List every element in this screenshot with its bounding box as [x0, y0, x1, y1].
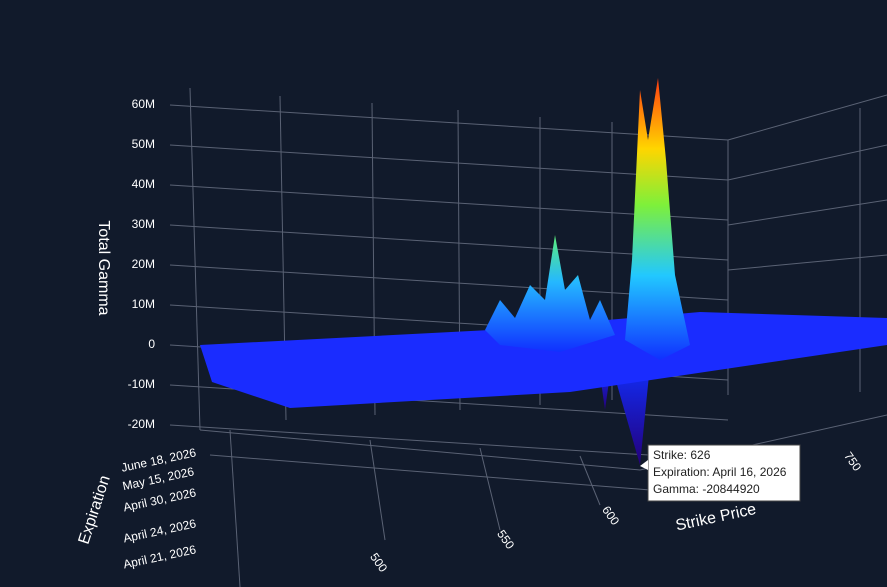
z-tick-label: 30M — [132, 217, 155, 231]
x-tick-label: 500 — [367, 550, 390, 575]
z-axis-title: Total Gamma — [95, 220, 112, 315]
x-tick-label: 550 — [494, 527, 517, 552]
x-tick-label: 600 — [599, 503, 622, 528]
y-tick-label: April 24, 2026 — [122, 516, 198, 545]
z-tick-label: 60M — [132, 97, 155, 111]
surface — [200, 78, 887, 465]
y-axis-title: Expiration — [76, 473, 114, 546]
z-tick-label: 50M — [132, 137, 155, 151]
grid-line — [169, 424, 729, 461]
x-tick-label: 750 — [841, 449, 864, 474]
tooltip-line: Strike: 626 — [653, 448, 711, 462]
z-tick-label: 40M — [132, 177, 155, 191]
x-axis-title: Strike Price — [674, 501, 758, 535]
surface-plane — [200, 312, 887, 408]
tooltip-line: Gamma: -20844920 — [653, 482, 760, 496]
grid-line — [169, 104, 729, 141]
y-tick-label: April 21, 2026 — [122, 542, 198, 571]
surface-bumps — [485, 235, 615, 352]
z-tick-label: -20M — [128, 417, 155, 431]
z-tick-label: -10M — [128, 377, 155, 391]
tooltip-line: Expiration: April 16, 2026 — [653, 465, 787, 479]
z-tick-label: 0 — [148, 337, 155, 351]
z-tick-label: 10M — [132, 297, 155, 311]
surface-dip — [610, 360, 650, 465]
surface-peak — [625, 78, 690, 360]
grid-line — [169, 144, 729, 181]
tooltip: Strike: 626 Expiration: April 16, 2026 Gam… — [640, 444, 801, 502]
tooltip-arrow — [640, 460, 648, 470]
tooltip-box — [647, 444, 801, 502]
z-tick-label: 20M — [132, 257, 155, 271]
